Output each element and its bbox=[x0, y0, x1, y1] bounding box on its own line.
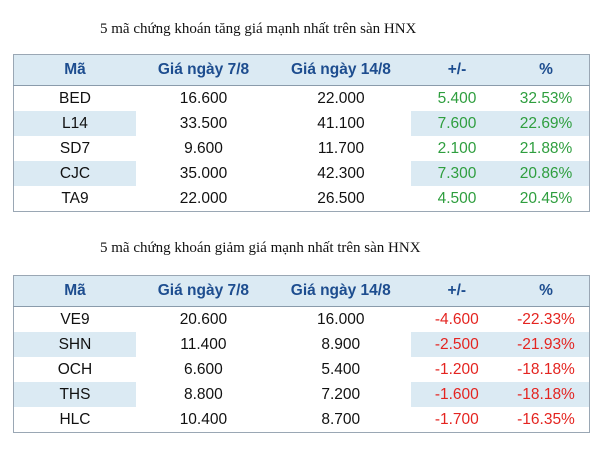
table-cell: 22.69% bbox=[503, 111, 590, 136]
column-header: Giá ngày 7/8 bbox=[135, 54, 272, 86]
table-cell: HLC bbox=[59, 410, 91, 428]
table-cell: BED bbox=[59, 89, 91, 107]
table-cell: 8.800 bbox=[184, 385, 223, 403]
table-cell: -21.93% bbox=[502, 332, 590, 357]
table-cell: 7.300 bbox=[410, 161, 504, 186]
table-cell: -22.33% bbox=[517, 310, 575, 328]
table-cell: 11.700 bbox=[317, 139, 365, 157]
table-cell: 16.000 bbox=[317, 310, 365, 328]
column-header: Mã bbox=[13, 54, 136, 86]
table-cell: 8.900 bbox=[321, 335, 361, 353]
table-row: BED 16.600 22.000 5.400 32.53% bbox=[14, 86, 590, 112]
table-cell: L14 bbox=[13, 111, 136, 136]
table-cell: 5.400 bbox=[437, 89, 477, 107]
table-row: VE9 20.600 16.000 -4.600 -22.33% bbox=[14, 307, 590, 333]
table-cell: CJC bbox=[13, 161, 136, 186]
table-cell: -18.18% bbox=[502, 382, 590, 407]
table-cell: 35.000 bbox=[179, 164, 228, 182]
table-cell: 22.000 bbox=[179, 189, 228, 207]
column-header: +/- bbox=[410, 275, 503, 307]
table-cell: THS bbox=[13, 382, 136, 407]
losers-table: Mã Giá ngày 7/8 Giá ngày 14/8 +/-% VE9 20.600… bbox=[13, 275, 590, 433]
table-row: HLC 10.400 8.700 -1.700 -16.35% bbox=[14, 407, 590, 433]
table-row: THS 8.800 7.200 -1.600 -18.18% bbox=[13, 382, 590, 407]
table-cell: 9.600 bbox=[184, 139, 223, 157]
table-cell: 26.500 bbox=[317, 189, 365, 207]
header-row: Mã Giá ngày 7/8 Giá ngày 14/8 +/-% bbox=[13, 54, 590, 86]
table-cell: 7.200 bbox=[321, 385, 361, 403]
table-cell: -4.600 bbox=[434, 310, 479, 328]
column-header: Giá ngày 7/8 bbox=[135, 275, 271, 307]
table-row: SHN 11.400 8.900 -2.500 -21.93% bbox=[13, 332, 590, 357]
table-cell: 2.100 bbox=[437, 139, 477, 157]
table-cell: OCH bbox=[57, 360, 93, 378]
table-cell: 20.45% bbox=[519, 189, 573, 207]
table-cell: TA9 bbox=[61, 189, 89, 207]
table-cell: 4.500 bbox=[437, 189, 477, 207]
table-row: TA9 22.000 26.500 4.500 20.45% bbox=[14, 186, 590, 212]
table-cell: -2.500 bbox=[410, 332, 503, 357]
header-row: Mã Giá ngày 7/8 Giá ngày 14/8 +/-% bbox=[13, 275, 590, 307]
table-cell: 32.53% bbox=[519, 89, 573, 107]
table-cell: -1.700 bbox=[434, 410, 479, 428]
table-row: SD7 9.600 11.700 2.100 21.88% bbox=[14, 136, 590, 161]
table-cell: -18.18% bbox=[517, 360, 575, 378]
column-header: Giá ngày 14/8 bbox=[271, 54, 411, 86]
table-row: OCH 6.600 5.400 -1.200 -18.18% bbox=[14, 357, 590, 382]
table-cell: 7.600 bbox=[410, 111, 504, 136]
column-header: % bbox=[502, 275, 590, 307]
table-cell: 33.500 bbox=[179, 114, 228, 132]
column-header: Giá ngày 14/8 bbox=[270, 275, 411, 307]
table-cell: VE9 bbox=[60, 310, 90, 328]
table-cell: 10.400 bbox=[179, 410, 228, 428]
table-cell: 41.100 bbox=[317, 114, 365, 132]
table-row: CJC 35.000 42.300 7.300 20.86% bbox=[13, 161, 590, 186]
table-cell: -16.35% bbox=[517, 410, 575, 428]
column-header: Mã bbox=[13, 275, 136, 307]
column-header: +/- bbox=[410, 54, 504, 86]
gainers-title: 5 mã chứng khoán tăng giá mạnh nhất trên… bbox=[100, 21, 417, 37]
table-row: L14 33.500 41.100 7.600 22.69% bbox=[13, 111, 590, 136]
table-cell: SHN bbox=[13, 332, 136, 357]
gainers-table: Mã Giá ngày 7/8 Giá ngày 14/8 +/-% BED 16.600… bbox=[13, 54, 590, 212]
table-cell: 20.86% bbox=[503, 161, 590, 186]
table-cell: 16.600 bbox=[179, 89, 228, 107]
table-cell: SD7 bbox=[59, 139, 91, 157]
table-cell: -1.600 bbox=[410, 382, 503, 407]
column-header: % bbox=[503, 54, 590, 86]
table-cell: 22.000 bbox=[317, 89, 365, 107]
table-cell: -1.200 bbox=[434, 360, 479, 378]
table-cell: 11.400 bbox=[180, 335, 227, 353]
table-cell: 5.400 bbox=[321, 360, 361, 378]
table-cell: 42.300 bbox=[317, 164, 365, 182]
losers-title: 5 mã chứng khoán giảm giá mạnh nhất trên… bbox=[100, 240, 421, 256]
table-cell: 6.600 bbox=[184, 360, 223, 378]
table-cell: 21.88% bbox=[519, 139, 573, 157]
table-cell: 20.600 bbox=[179, 310, 228, 328]
table-cell: 8.700 bbox=[321, 410, 361, 428]
